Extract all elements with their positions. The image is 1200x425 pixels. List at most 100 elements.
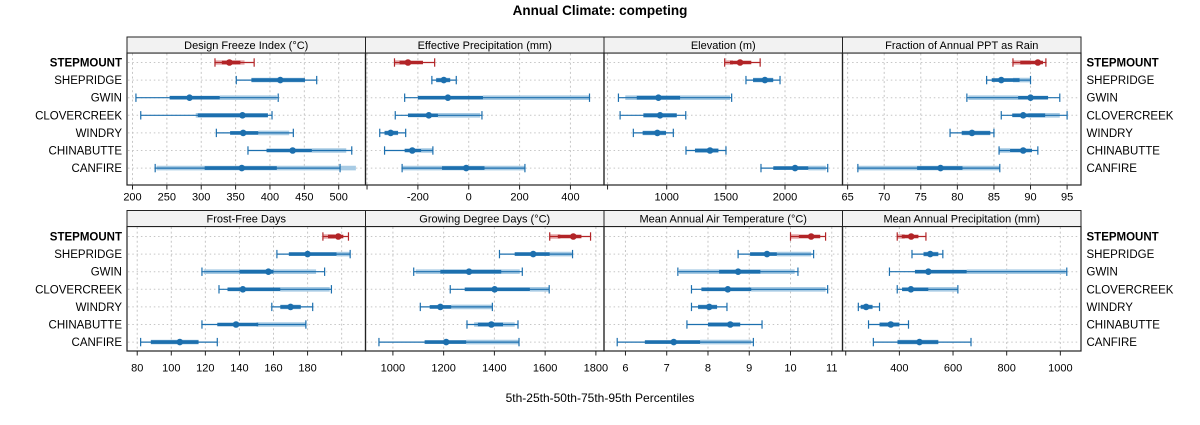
interval-row-clovercreek (394, 111, 483, 120)
site-label-right-stepmount: STEPMOUNT (1087, 58, 1159, 70)
median-dot (724, 286, 732, 293)
median-dot (265, 268, 272, 276)
site-label-right-windry: WINDRY (1087, 302, 1134, 314)
panel-effective-precipitation: -200 0 200 400 Effective Precipitation (mm) (364, 36, 605, 204)
interval-row-windry (379, 128, 407, 138)
median-dot (462, 164, 470, 172)
median-dot (226, 59, 233, 66)
median-dot (907, 286, 915, 293)
panel-frost-free-days: 80 100 120 140 160 180 Frost-Free Days (126, 210, 367, 375)
interval-row-stepmount (789, 232, 827, 241)
interval-row-clovercreek (140, 111, 273, 120)
site-label-right-clovercreek: CLOVERCREEK (1087, 284, 1174, 296)
median-dot (706, 147, 714, 154)
median-dot (287, 303, 294, 311)
median-dot (289, 147, 296, 154)
axis-tick-label: 250 (158, 192, 176, 204)
axis-tick-label: 2000 (773, 192, 797, 204)
interval-row-stepmount (896, 232, 927, 241)
axis-tick-label: 1200 (431, 363, 455, 375)
interval-row-chinabutte (383, 146, 434, 155)
interval-row-gwin (677, 267, 799, 276)
interval-row-stepmount (393, 58, 436, 67)
interval-row-canfire (616, 337, 754, 347)
interval-row-clovercreek (619, 111, 687, 120)
median-dot (304, 250, 311, 258)
axis-tick-label: 400 (261, 192, 279, 204)
interval-row-gwin (888, 267, 1068, 276)
median-dot (791, 164, 799, 172)
site-label-right-shepridge: SHEPRIDGE (1087, 249, 1155, 261)
interval-row-clovercreek (449, 285, 550, 294)
median-dot (334, 233, 342, 240)
interval-row-windry (949, 128, 995, 138)
axis-tick-label: 600 (944, 363, 962, 375)
interval-row-canfire (760, 163, 829, 173)
interval-row-shepridge (235, 75, 318, 85)
interval-row-canfire (154, 163, 356, 173)
axis-tick-label: 80 (951, 192, 963, 204)
panel-border (841, 225, 1082, 352)
interval-row-chinabutte (247, 146, 353, 155)
axis-tick-label: 1000 (381, 363, 405, 375)
interval-row-gwin (135, 93, 279, 102)
interval-row-shepridge (737, 249, 815, 259)
axis-tick-label: 1500 (714, 192, 738, 204)
panel-design-freeze-index: 200 250 300 350 400 450 500 Design Freeze Index… (123, 36, 367, 204)
site-label-left-canfire: CANFIRE (72, 163, 123, 175)
median-dot (491, 286, 498, 293)
interval-row-stepmount (214, 58, 255, 67)
panel-strip (842, 210, 1082, 227)
site-label-right-gwin: GWIN (1087, 267, 1118, 279)
interval-row-chinabutte (466, 320, 519, 329)
median-dot (529, 250, 537, 258)
panel-border (603, 52, 844, 186)
median-dot (1019, 147, 1027, 154)
site-label-left-clovercreek: CLOVERCREEK (35, 284, 122, 296)
interval-row-shepridge (431, 75, 457, 85)
axis-tick-label: 400 (890, 363, 908, 375)
interval-row-gwin (404, 93, 591, 102)
axis-tick-label: 80 (131, 363, 143, 375)
interval-row-canfire (857, 163, 1001, 173)
median-dot (670, 338, 678, 346)
site-label-right-shepridge: SHEPRIDGE (1087, 75, 1155, 87)
interval-row-shepridge (745, 75, 781, 85)
median-dot (186, 94, 193, 101)
axis-tick-label: 1000 (1048, 363, 1072, 375)
site-label-left-shepridge: SHEPRIDGE (54, 75, 122, 87)
interval-row-shepridge (986, 75, 1032, 85)
interval-row-gwin (201, 267, 326, 276)
median-dot (968, 129, 976, 137)
median-dot (232, 321, 240, 328)
interval-row-chinabutte (686, 320, 763, 329)
axis-tick-label: 350 (226, 192, 244, 204)
site-label-right-stepmount: STEPMOUNT (1087, 232, 1159, 244)
interval-row-canfire (140, 337, 218, 347)
axis-tick-label: 10 (784, 363, 796, 375)
median-dot (408, 147, 416, 154)
panel-border (841, 52, 1082, 186)
median-dot (726, 321, 734, 328)
median-dot (807, 233, 815, 240)
median-dot (937, 164, 944, 172)
panel-mean-annual-precipitation: 400 600 800 1000 Mean Annual Precipitation (… (841, 210, 1082, 375)
axis-tick-label: 450 (295, 192, 313, 204)
median-dot (734, 268, 742, 276)
site-label-left-stepmount: STEPMOUNT (50, 232, 122, 244)
site-label-left-stepmount: STEPMOUNT (50, 58, 122, 70)
interval-row-windry (632, 128, 674, 138)
site-label-left-canfire: CANFIRE (72, 337, 123, 349)
median-dot (276, 76, 284, 84)
median-dot (425, 112, 433, 119)
median-dot (654, 129, 661, 137)
axis-tick-label: 70 (878, 192, 890, 204)
site-label-left-windry: WINDRY (76, 128, 123, 140)
axis-tick-label: 200 (123, 192, 141, 204)
site-label-left-chinabutte: CHINABUTTE (49, 146, 123, 158)
panel-strip-label: Mean Annual Air Temperature (°C) (640, 214, 807, 226)
median-dot (238, 164, 246, 172)
axis-tick-label: -200 (407, 192, 429, 204)
median-dot (442, 338, 450, 346)
